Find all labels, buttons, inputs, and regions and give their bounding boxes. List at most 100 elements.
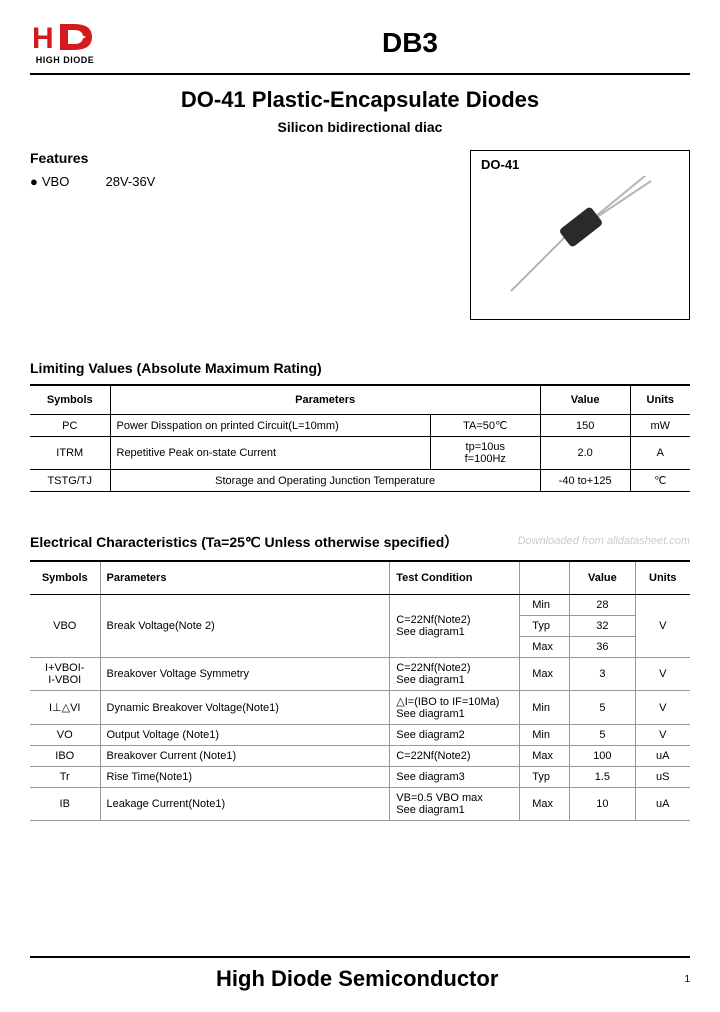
limiting-heading: Limiting Values (Absolute Maximum Rating… — [30, 360, 690, 376]
cell-unit: V — [635, 725, 690, 746]
cell-cond: C=22Nf(Note2) — [390, 746, 520, 767]
th-parameters: Parameters — [110, 385, 540, 415]
table-row: I⊥△VIDynamic Breakover Voltage(Note1)△I=… — [30, 691, 690, 725]
package-outline-box: DO-41 — [470, 150, 690, 320]
cell-cond: tp=10usf=100Hz — [430, 437, 540, 470]
cell-unit: mW — [630, 415, 690, 437]
cell-par: Rise Time(Note1) — [100, 767, 390, 788]
th-value: Value — [570, 561, 635, 595]
features-heading: Features — [30, 150, 470, 166]
cell-unit: uA — [635, 788, 690, 821]
hd-logo-icon: H — [30, 20, 100, 55]
th-value: Value — [540, 385, 630, 415]
th-symbols: Symbols — [30, 561, 100, 595]
table-row: VOOutput Voltage (Note1)See diagram2Min5… — [30, 725, 690, 746]
cell-lbl: Max — [520, 788, 570, 821]
cell-par: Breakover Voltage Symmetry — [100, 658, 390, 691]
cell-val: 36 — [570, 637, 635, 658]
cell-unit: uA — [635, 746, 690, 767]
watermark-text: Downloaded from alldatasheet.com — [518, 535, 690, 547]
th-units: Units — [630, 385, 690, 415]
cell-lbl: Min — [520, 691, 570, 725]
cell-val: 150 — [540, 415, 630, 437]
cell-lbl: Min — [520, 725, 570, 746]
part-number: DB3 — [130, 27, 690, 59]
cell-sym: I+VBOI-I-VBOI — [30, 658, 100, 691]
cell-cond: See diagram2 — [390, 725, 520, 746]
limiting-table: Symbols Parameters Value Units PCPower D… — [30, 384, 690, 492]
table-row: IBLeakage Current(Note1)VB=0.5 VBO maxSe… — [30, 788, 690, 821]
package-label: DO-41 — [481, 157, 679, 172]
cell-val: 100 — [570, 746, 635, 767]
cell-val: 5 — [570, 691, 635, 725]
features-section: Features ●VBO 28V-36V DO-41 — [30, 150, 690, 320]
table-row: IBOBreakover Current (Note1)C=22Nf(Note2… — [30, 746, 690, 767]
cell-cond: See diagram3 — [390, 767, 520, 788]
cell-val: 2.0 — [540, 437, 630, 470]
cell-sym: VO — [30, 725, 100, 746]
cell-par: Breakover Current (Note1) — [100, 746, 390, 767]
cell-val: 3 — [570, 658, 635, 691]
th-condition: Test Condition — [390, 561, 520, 595]
cell-unit: ℃ — [630, 470, 690, 492]
cell-par: Break Voltage(Note 2) — [100, 595, 390, 658]
cell-unit: V — [635, 595, 690, 658]
cell-cond: TA=50℃ — [430, 415, 540, 437]
table-row: I+VBOI-I-VBOIBreakover Voltage SymmetryC… — [30, 658, 690, 691]
cell-lbl: Max — [520, 637, 570, 658]
th-units: Units — [635, 561, 690, 595]
cell-unit: V — [635, 658, 690, 691]
page-number: 1 — [684, 974, 690, 985]
cell-cond: C=22Nf(Note2)See diagram1 — [390, 595, 520, 658]
cell-val: 5 — [570, 725, 635, 746]
logo-text: HIGH DIODE — [36, 55, 95, 65]
cell-val: 32 — [570, 616, 635, 637]
cell-sym: TSTG/TJ — [30, 470, 110, 492]
cell-sym: IB — [30, 788, 100, 821]
cell-sym: IBO — [30, 746, 100, 767]
table-row: ITRMRepetitive Peak on-state Currenttp=1… — [30, 437, 690, 470]
cell-cond: △I=(IBO to IF=10Ma)See diagram1 — [390, 691, 520, 725]
table-row: TrRise Time(Note1)See diagram3Typ1.5uS — [30, 767, 690, 788]
cell-lbl: Typ — [520, 616, 570, 637]
feature-item: ●VBO 28V-36V — [30, 174, 470, 189]
cell-lbl: Typ — [520, 767, 570, 788]
cell-unit: uS — [635, 767, 690, 788]
th-symbols: Symbols — [30, 385, 110, 415]
table-row: PCPower Disspation on printed Circuit(L=… — [30, 415, 690, 437]
cell-sym: I⊥△VI — [30, 691, 100, 725]
cell-sym: VBO — [30, 595, 100, 658]
table-row: VBOBreak Voltage(Note 2)C=22Nf(Note2)See… — [30, 595, 690, 616]
page-header: H HIGH DIODE DB3 — [30, 20, 690, 75]
package-drawing-icon — [491, 176, 671, 311]
cell-par: Dynamic Breakover Voltage(Note1) — [100, 691, 390, 725]
th-parameters: Parameters — [100, 561, 390, 595]
subtitle: Silicon bidirectional diac — [30, 119, 690, 135]
cell-val: 1.5 — [570, 767, 635, 788]
logo: H HIGH DIODE — [30, 20, 100, 65]
main-title: DO-41 Plastic-Encapsulate Diodes — [30, 87, 690, 113]
cell-par: Storage and Operating Junction Temperatu… — [110, 470, 540, 492]
cell-par: Leakage Current(Note1) — [100, 788, 390, 821]
footer-company: High Diode Semiconductor — [30, 966, 684, 992]
cell-val: -40 to+125 — [540, 470, 630, 492]
cell-unit: A — [630, 437, 690, 470]
cell-par: Power Disspation on printed Circuit(L=10… — [110, 415, 430, 437]
th-blank — [520, 561, 570, 595]
cell-unit: V — [635, 691, 690, 725]
cell-sym: Tr — [30, 767, 100, 788]
cell-lbl: Min — [520, 595, 570, 616]
page-footer: High Diode Semiconductor 1 — [30, 956, 690, 992]
cell-lbl: Max — [520, 746, 570, 767]
cell-par: Repetitive Peak on-state Current — [110, 437, 430, 470]
cell-sym: ITRM — [30, 437, 110, 470]
svg-text:H: H — [32, 22, 54, 55]
electrical-table: Symbols Parameters Test Condition Value … — [30, 560, 690, 821]
table-row: TSTG/TJStorage and Operating Junction Te… — [30, 470, 690, 492]
cell-val: 28 — [570, 595, 635, 616]
cell-par: Output Voltage (Note1) — [100, 725, 390, 746]
cell-sym: PC — [30, 415, 110, 437]
cell-lbl: Max — [520, 658, 570, 691]
cell-val: 10 — [570, 788, 635, 821]
cell-cond: VB=0.5 VBO maxSee diagram1 — [390, 788, 520, 821]
